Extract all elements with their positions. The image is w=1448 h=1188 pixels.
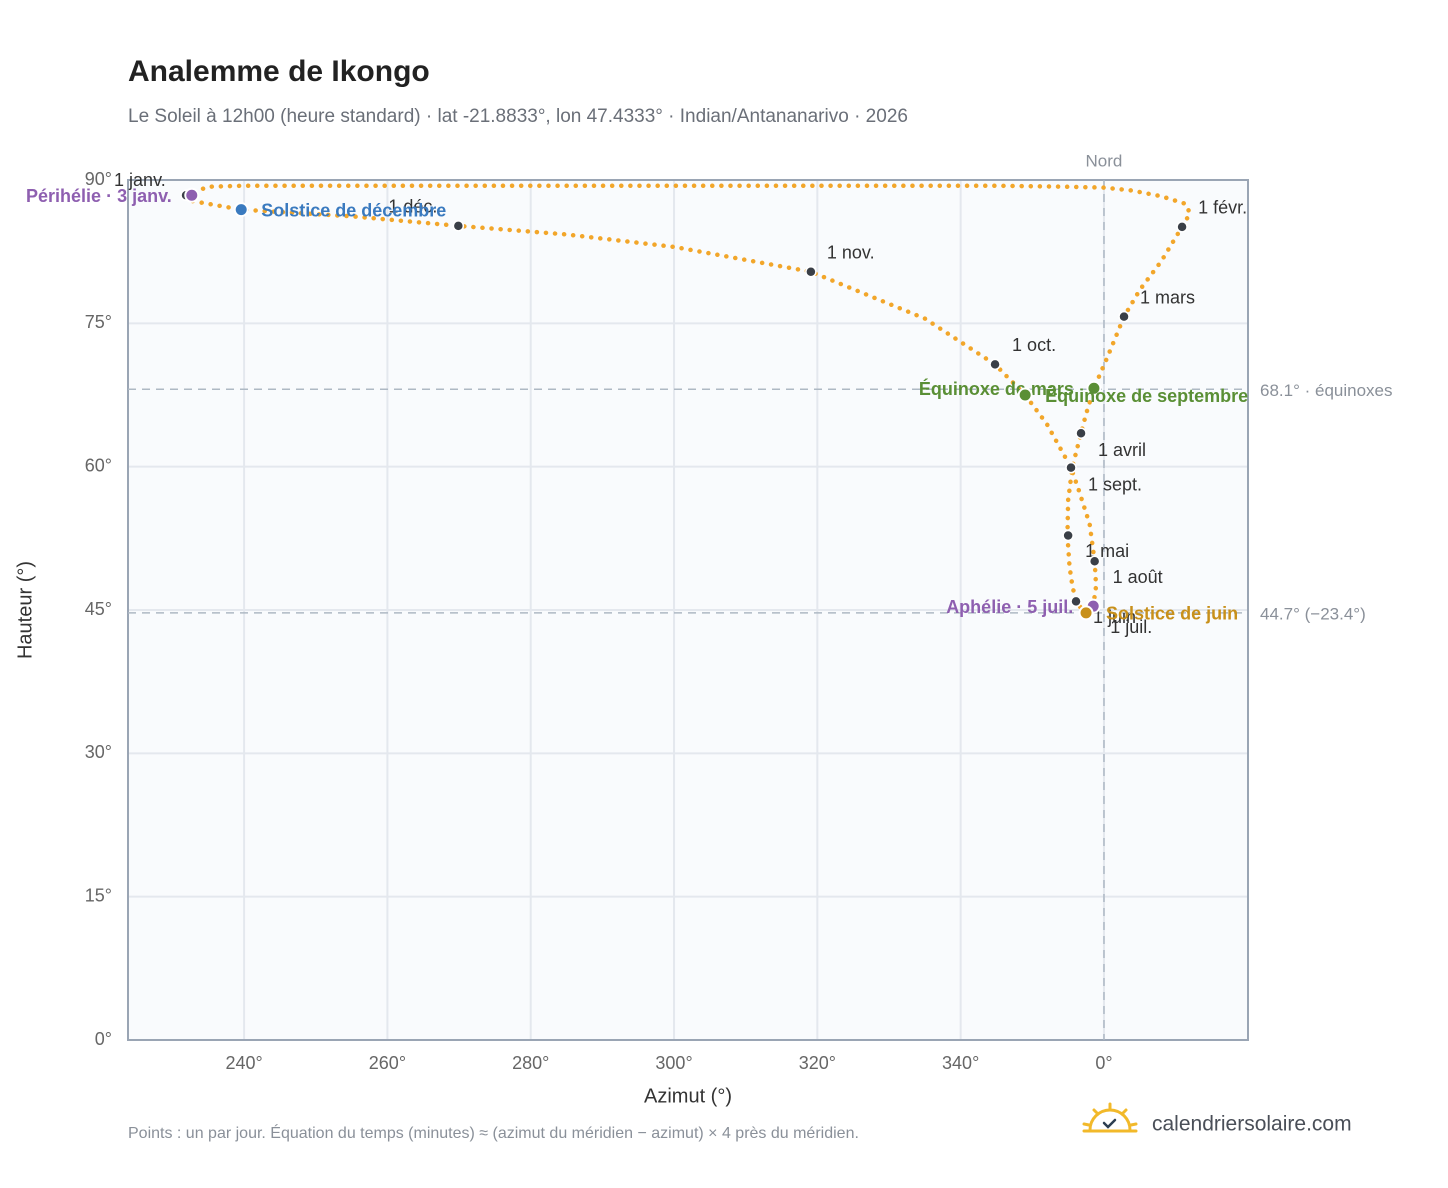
- footnote: Points : un par jour. Équation du temps …: [128, 1123, 859, 1142]
- month-marker: [1062, 529, 1074, 542]
- event-marker: [1086, 380, 1102, 396]
- month-label: 1 avril: [1098, 440, 1146, 460]
- event-label: Solstice de juin: [1106, 604, 1238, 624]
- event-label: Solstice de décembre: [261, 200, 446, 220]
- month-marker: [1075, 427, 1087, 439]
- analemma-curve: [183, 183, 1193, 616]
- month-label: 1 août: [1113, 567, 1163, 587]
- event-marker: [1017, 387, 1033, 403]
- x-tick-label: 300°: [655, 1053, 692, 1073]
- month-label: 1 sept.: [1088, 474, 1142, 494]
- month-marker: [805, 265, 817, 278]
- month-label: 1 nov.: [827, 242, 875, 262]
- reference-label: 68.1° · équinoxes: [1260, 381, 1393, 400]
- plot-frame: [127, 179, 1249, 1041]
- event-marker: [184, 187, 200, 203]
- event-label: Équinoxe de septembre: [1045, 385, 1248, 406]
- x-tick-label: 0°: [1095, 1053, 1112, 1073]
- y-tick-label: 60°: [85, 455, 112, 475]
- month-marker: [989, 358, 1001, 371]
- event-marker: [1078, 605, 1094, 621]
- y-axis-label: Hauteur (°): [14, 561, 36, 659]
- month-label: 1 oct.: [1012, 335, 1056, 355]
- x-axis-label: Azimut (°): [644, 1085, 732, 1107]
- x-tick-label: 340°: [942, 1053, 979, 1073]
- event-label: Périhélie · 3 janv.: [26, 186, 172, 206]
- y-tick-label: 0°: [95, 1029, 112, 1049]
- month-marker: [452, 220, 465, 232]
- reference-label: 44.7° (−23.4°): [1260, 604, 1366, 623]
- month-label: 1 mars: [1140, 287, 1195, 307]
- brand-name: calendriersolaire.com: [1152, 1113, 1352, 1136]
- month-marker: [1118, 310, 1130, 323]
- month-label: 1 janv.: [114, 170, 166, 190]
- event-marker: [233, 202, 249, 218]
- chart-subtitle: Le Soleil à 12h00 (heure standard) · lat…: [128, 106, 908, 127]
- event-label: Aphélie · 5 juil.: [946, 597, 1073, 617]
- y-tick-label: 75°: [85, 312, 112, 332]
- month-marker: [1070, 595, 1082, 608]
- x-tick-label: 280°: [512, 1053, 549, 1073]
- y-tick-label: 90°: [85, 169, 112, 189]
- month-label: 1 déc.: [388, 197, 437, 217]
- month-marker: [1065, 461, 1077, 474]
- x-tick-label: 320°: [799, 1053, 836, 1073]
- y-tick-label: 15°: [85, 885, 112, 905]
- x-tick-label: 260°: [369, 1053, 406, 1073]
- month-label: 1 juil.: [1110, 617, 1152, 637]
- month-label: 1 févr.: [1198, 198, 1247, 218]
- meridian-label: Nord: [1086, 151, 1123, 170]
- x-tick-label: 240°: [225, 1053, 262, 1073]
- chart-title: Analemme de Ikongo: [128, 55, 430, 88]
- month-marker: [1088, 555, 1101, 568]
- event-label: Équinoxe de mars: [919, 378, 1074, 399]
- y-tick-label: 30°: [85, 742, 112, 762]
- brand-logo: [1082, 1102, 1138, 1133]
- y-tick-label: 45°: [85, 599, 112, 619]
- month-marker: [1176, 221, 1188, 233]
- month-label: 1 juin: [1093, 607, 1136, 627]
